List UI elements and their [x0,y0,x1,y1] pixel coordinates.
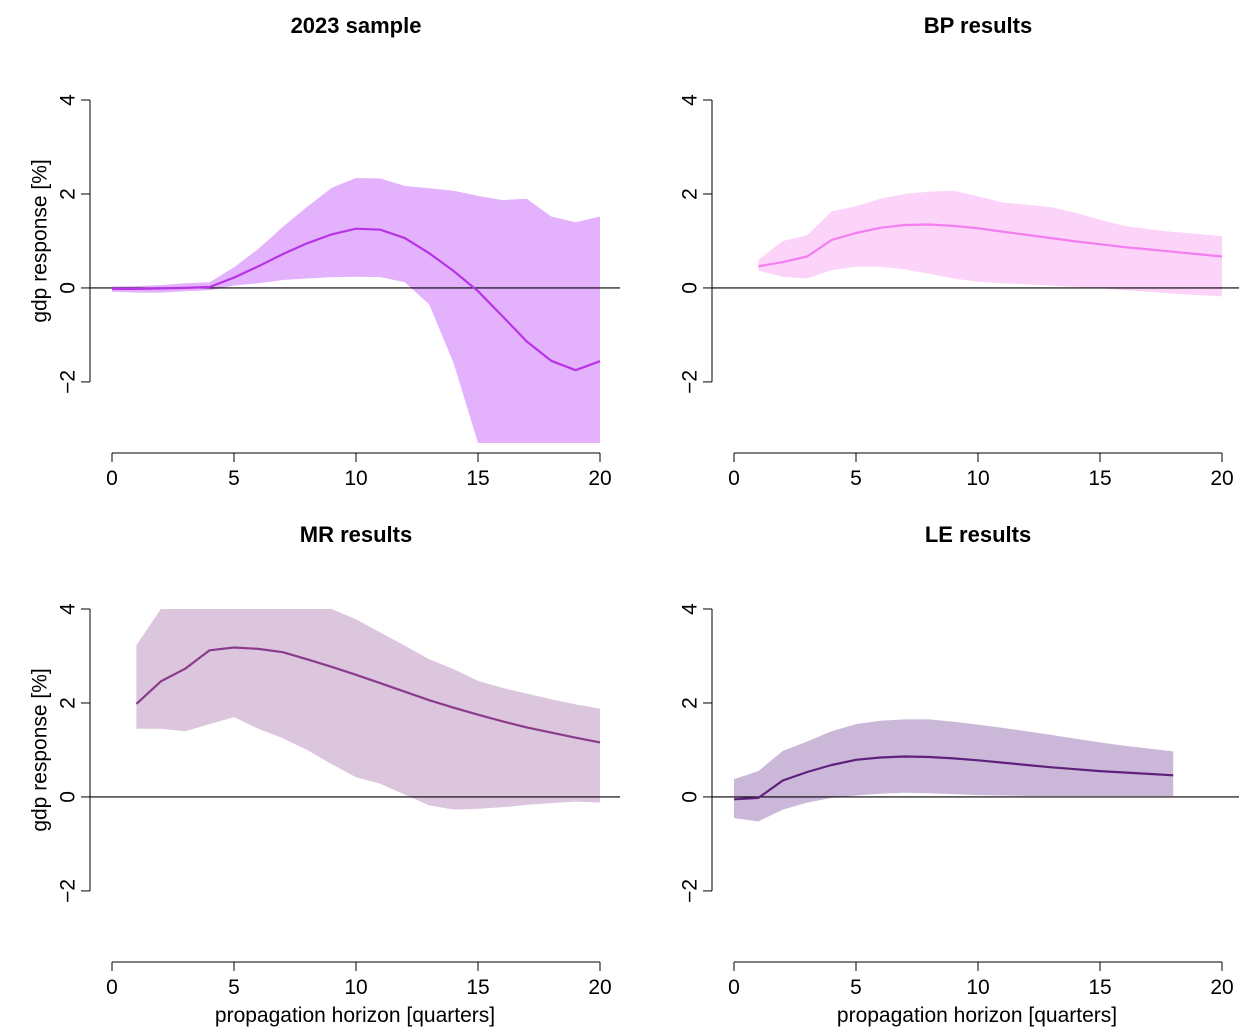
y-tick-label: −2 [679,879,702,903]
y-tick-label: 0 [57,282,80,294]
x-tick-label: 0 [728,976,740,999]
y-axis-label: gdp response [%] [29,668,52,831]
confidence-band [136,609,600,810]
x-tick-label: 5 [228,976,240,999]
x-tick-label: 0 [728,467,740,490]
panel-bp-results: BP results −2 0 2 4 0 5 10 15 20 [679,13,1239,490]
y-tick-label: 4 [679,94,702,106]
plot-area [712,719,1239,822]
x-axis-label: propagation horizon [quarters] [215,1004,495,1027]
x-tick-label: 20 [1210,467,1233,490]
panel-title: 2023 sample [291,13,422,38]
panel-title: BP results [924,13,1032,38]
y-tick-label: 2 [57,188,80,200]
plot-area [712,190,1239,297]
y-axis-label: gdp response [%] [29,159,52,322]
x-tick-label: 0 [106,976,118,999]
plot-area [90,178,620,443]
confidence-band [112,178,600,443]
x-tick-label: 10 [966,467,989,490]
x-tick-label: 10 [966,976,989,999]
y-tick-label: 0 [679,791,702,803]
x-tick-label: 15 [1088,976,1111,999]
x-tick-label: 15 [466,976,489,999]
x-tick-label: 10 [344,467,367,490]
y-tick-label: −2 [57,370,80,394]
x-tick-label: 20 [588,976,611,999]
y-tick-label: 2 [679,188,702,200]
x-axis-label: propagation horizon [quarters] [837,1004,1117,1027]
x-tick-label: 5 [850,467,862,490]
x-tick-label: 15 [1088,467,1111,490]
x-tick-label: 5 [228,467,240,490]
confidence-band [734,719,1174,822]
y-tick-label: 0 [679,282,702,294]
panel-title: LE results [925,522,1031,547]
x-tick-label: 15 [466,467,489,490]
response-line [758,223,1223,268]
y-tick-label: −2 [57,879,80,903]
y-tick-label: −2 [679,370,702,394]
y-tick-label: 2 [679,697,702,709]
response-line [135,646,601,744]
panel-2023-sample: 2023 sample −2 0 2 4 0 5 10 15 20 gdp response [%] [29,13,620,490]
x-tick-label: 5 [850,976,862,999]
panel-title: MR results [300,522,412,547]
x-tick-label: 0 [106,467,118,490]
y-tick-label: 4 [679,603,702,615]
x-tick-label: 20 [588,467,611,490]
panel-mr-results: MR results −2 0 2 4 0 5 10 15 20 gdp response [%] p… [29,522,620,1027]
panel-le-results: LE results −2 0 2 4 0 5 10 15 20 propagation horiz… [679,522,1239,1027]
plot-area [90,609,620,810]
response-line [733,755,1174,801]
x-tick-label: 10 [344,976,367,999]
y-tick-label: 0 [57,791,80,803]
y-tick-label: 2 [57,697,80,709]
x-tick-label: 20 [1210,976,1233,999]
response-line [112,227,601,372]
y-tick-label: 4 [57,94,80,106]
confidence-band [758,190,1222,297]
y-tick-label: 4 [57,603,80,615]
